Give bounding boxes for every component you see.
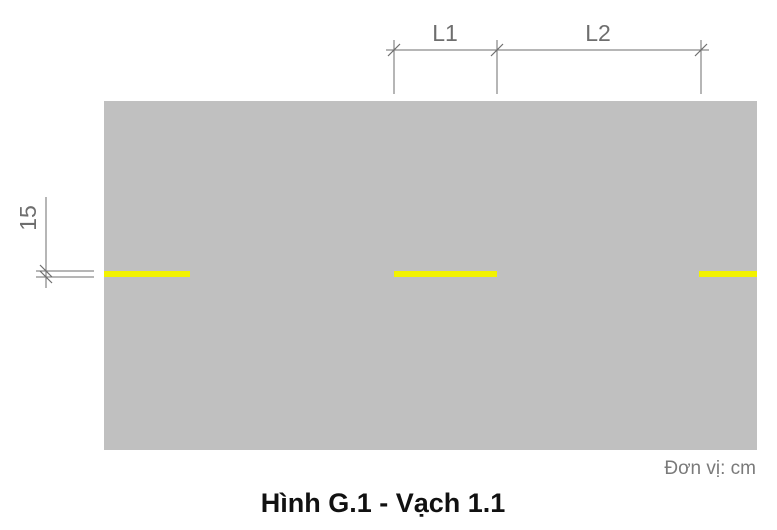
dimension-tick-2 xyxy=(490,43,504,57)
figure-caption: Hình G.1 - Vạch 1.1 xyxy=(261,488,506,518)
width-dimension: 15 xyxy=(15,197,94,288)
lane-dash-2 xyxy=(394,271,497,277)
width-tick-bottom xyxy=(39,270,53,284)
width-label: 15 xyxy=(15,205,41,231)
unit-note: Đơn vị: cm xyxy=(664,458,756,479)
dimension-tick-3 xyxy=(694,43,708,57)
lane-dash-3 xyxy=(699,271,757,277)
dashed-lane-marking xyxy=(104,271,757,277)
length-dimension: L1 L2 xyxy=(386,20,709,94)
l2-label: L2 xyxy=(585,20,611,46)
width-tick-top xyxy=(39,264,53,278)
l1-label: L1 xyxy=(432,20,458,46)
dimension-tick-1 xyxy=(387,43,401,57)
lane-dash-1 xyxy=(104,271,190,277)
